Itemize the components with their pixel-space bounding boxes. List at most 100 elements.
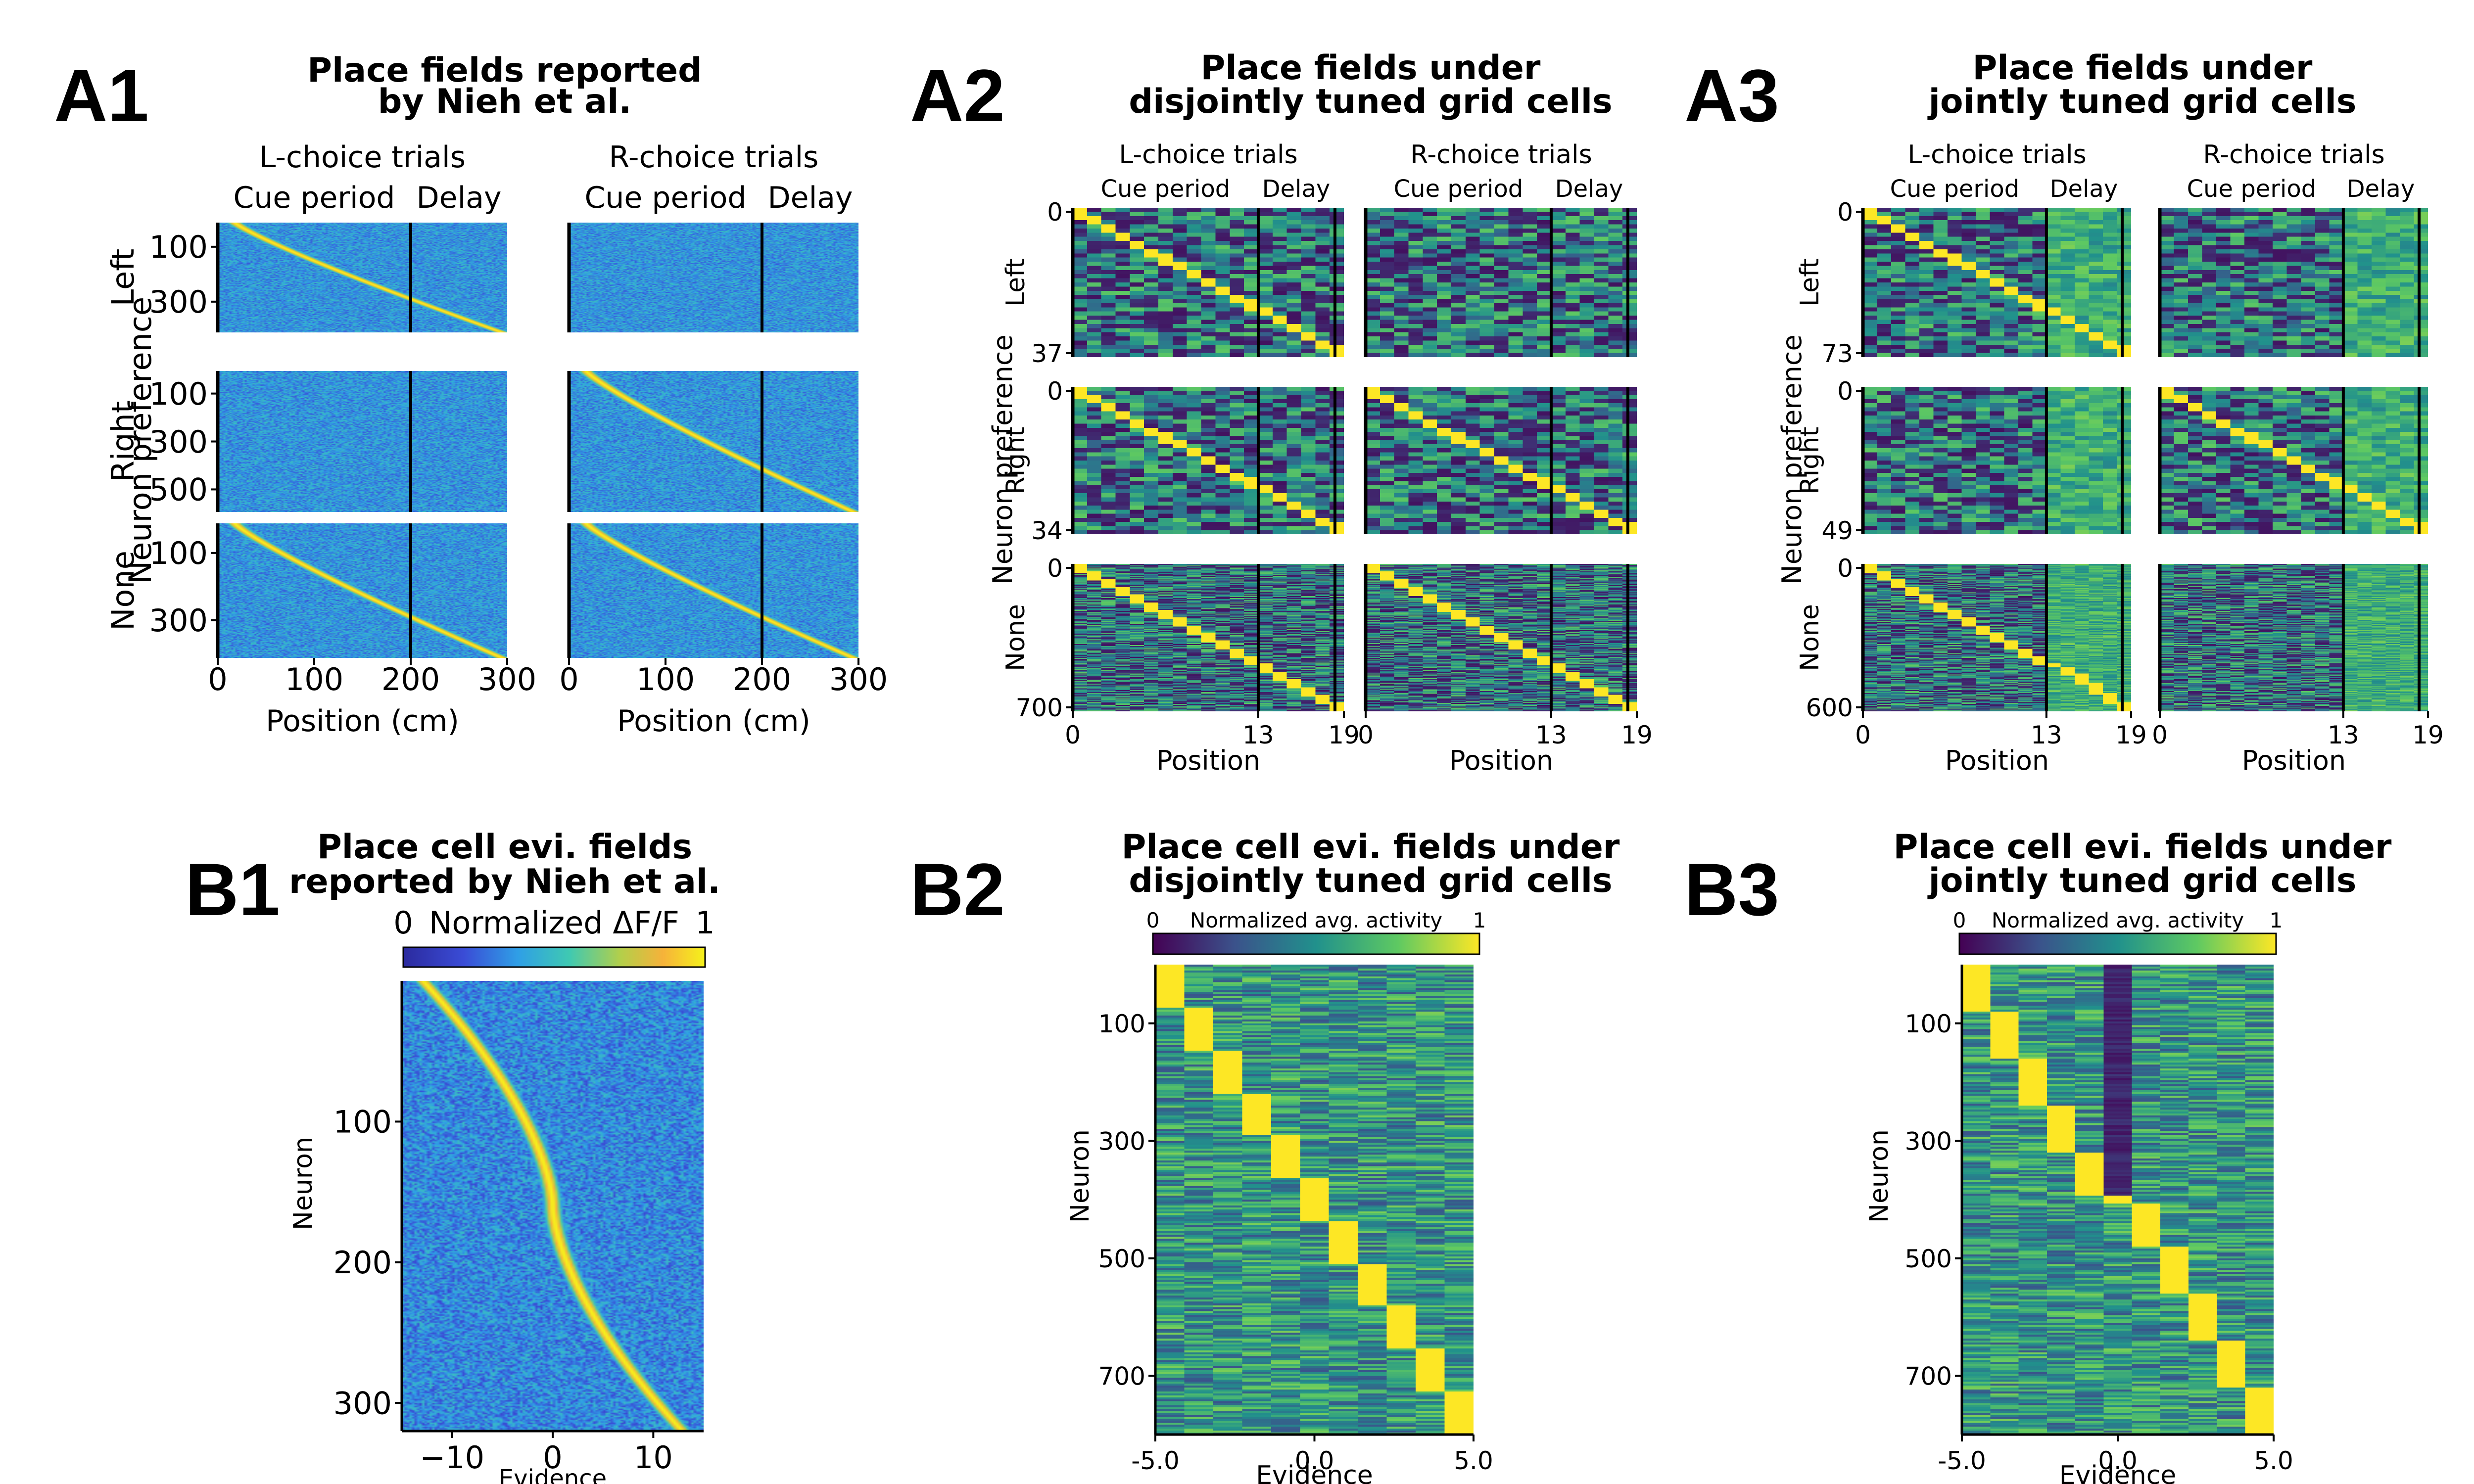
- period-label-cue: Cue period: [1394, 175, 1523, 203]
- x-tick-label: 10: [634, 1439, 673, 1476]
- x-axis-label: Position: [1449, 745, 1553, 776]
- column-title: R-choice trials: [609, 140, 819, 175]
- y-tick-label: 100: [149, 535, 208, 571]
- panel-title-line: Place cell evi. fields: [317, 828, 692, 867]
- row-label-right: Right: [1795, 427, 1825, 495]
- panel-title-line: Place fields reported: [307, 51, 702, 90]
- colorbar-label: Normalized avg. activity: [1992, 908, 2244, 932]
- panel-title-line: disjointly tuned grid cells: [1129, 861, 1612, 900]
- panel-b2: B2 Place cell evi. fields underdisjointly…: [910, 828, 1620, 1484]
- panel-title-line: by Nieh et al.: [378, 82, 631, 121]
- y-tick-label: 300: [149, 284, 208, 320]
- panel-title-line: reported by Nieh et al.: [289, 862, 720, 901]
- colorbar-min-label: 0: [1953, 908, 1966, 932]
- y-tick-label: 500: [149, 472, 208, 508]
- column-title: R-choice trials: [1410, 140, 1592, 170]
- y-axis-label: Neuron: [1864, 1129, 1894, 1223]
- x-tick-label: -5.0: [1938, 1446, 1986, 1475]
- y-tick-label: 73: [1821, 339, 1853, 368]
- period-label-cue: Cue period: [2187, 175, 2317, 203]
- y-tick-label: 100: [333, 1104, 392, 1140]
- x-axis-label: Position (cm): [266, 704, 459, 739]
- heatmap-left-r: [569, 223, 858, 332]
- panel-title-line: disjointly tuned grid cells: [1129, 82, 1612, 121]
- y-tick-label: 100: [149, 376, 208, 412]
- panel-label: B3: [1684, 848, 1779, 931]
- column-title: L-choice trials: [1119, 140, 1297, 170]
- colorbar-max-label: 1: [2270, 908, 2283, 932]
- heatmap-evidence: [1155, 965, 1474, 1435]
- period-label-cue: Cue period: [584, 181, 746, 215]
- y-tick-label: 300: [149, 424, 208, 460]
- heatmap-right-r: [2160, 387, 2428, 534]
- colorbar: [1152, 932, 1480, 955]
- y-tick-label: 100: [1905, 1010, 1952, 1038]
- y-tick-label: 49: [1821, 516, 1853, 545]
- x-tick-label: 13: [1242, 721, 1274, 749]
- period-label-delay: Delay: [2050, 175, 2118, 203]
- x-axis-label: Evidence: [1256, 1461, 1373, 1484]
- period-label-cue: Cue period: [1101, 175, 1231, 203]
- x-tick-label: 19: [2115, 721, 2147, 749]
- panel-title-line: Place fields under: [1201, 48, 1541, 88]
- y-axis-label: Neuron: [288, 1137, 318, 1230]
- colorbar-label: Normalized ΔF/F: [429, 905, 679, 941]
- y-axis-label: Neuron preference: [987, 334, 1018, 584]
- x-axis-label: Position: [1945, 745, 2049, 776]
- y-tick-label: 100: [1098, 1010, 1145, 1038]
- row-label-none: None: [105, 551, 141, 631]
- period-label-cue: Cue period: [233, 181, 395, 215]
- heatmap-none-l: [1073, 564, 1344, 711]
- y-tick-label: 0: [1837, 554, 1853, 583]
- x-tick-label: 13: [2031, 721, 2062, 749]
- x-tick-label: 0: [1358, 721, 1374, 749]
- x-tick-label: 100: [636, 661, 695, 697]
- x-tick-label: 0: [559, 661, 578, 697]
- heatmap-none-r: [2160, 564, 2428, 711]
- x-tick-label: 0: [543, 1439, 562, 1476]
- y-tick-label: 300: [1098, 1127, 1145, 1156]
- heatmap-right-r: [569, 371, 858, 512]
- y-tick-label: 37: [1031, 339, 1063, 368]
- heatmap-evidence: [402, 981, 704, 1431]
- y-tick-label: 300: [333, 1385, 392, 1421]
- x-axis-label: Position (cm): [617, 704, 810, 739]
- x-tick-label: 300: [829, 661, 888, 697]
- colorbar: [1958, 932, 2277, 955]
- colorbar-max-label: 1: [695, 905, 714, 941]
- x-tick-label: 200: [381, 661, 440, 697]
- panel-title-line: jointly tuned grid cells: [1927, 82, 2357, 121]
- x-tick-label: −10: [420, 1439, 484, 1476]
- x-tick-label: 19: [1328, 721, 1360, 749]
- x-tick-label: 200: [733, 661, 791, 697]
- x-axis-label: Position: [1156, 745, 1260, 776]
- heatmap-left-l: [218, 223, 507, 332]
- y-tick-label: 700: [1016, 694, 1063, 722]
- colorbar-min-label: 0: [393, 905, 413, 941]
- colorbar-label: Normalized avg. activity: [1190, 908, 1442, 932]
- row-label-right: Right: [1001, 427, 1031, 495]
- period-label-delay: Delay: [416, 181, 501, 215]
- y-axis-label: Neuron: [1065, 1129, 1095, 1223]
- y-tick-label: 0: [1047, 554, 1063, 583]
- y-tick-label: 300: [1905, 1127, 1952, 1156]
- y-tick-label: 700: [1905, 1362, 1952, 1391]
- row-label-left: Left: [1795, 258, 1825, 307]
- x-tick-label: 100: [285, 661, 343, 697]
- y-tick-label: 600: [1806, 694, 1853, 722]
- period-label-delay: Delay: [767, 181, 853, 215]
- heatmap-none-l: [218, 523, 507, 658]
- panel-label: B2: [910, 848, 1005, 931]
- y-axis-label: Neuron preference: [1776, 334, 1808, 584]
- heatmap-none-r: [1366, 564, 1637, 711]
- column-title: R-choice trials: [2203, 140, 2384, 170]
- heatmap-evidence: [1962, 965, 2274, 1435]
- x-tick-label: 0: [1065, 721, 1081, 749]
- x-tick-label: 13: [1535, 721, 1567, 749]
- x-axis-label: Position: [2242, 745, 2346, 776]
